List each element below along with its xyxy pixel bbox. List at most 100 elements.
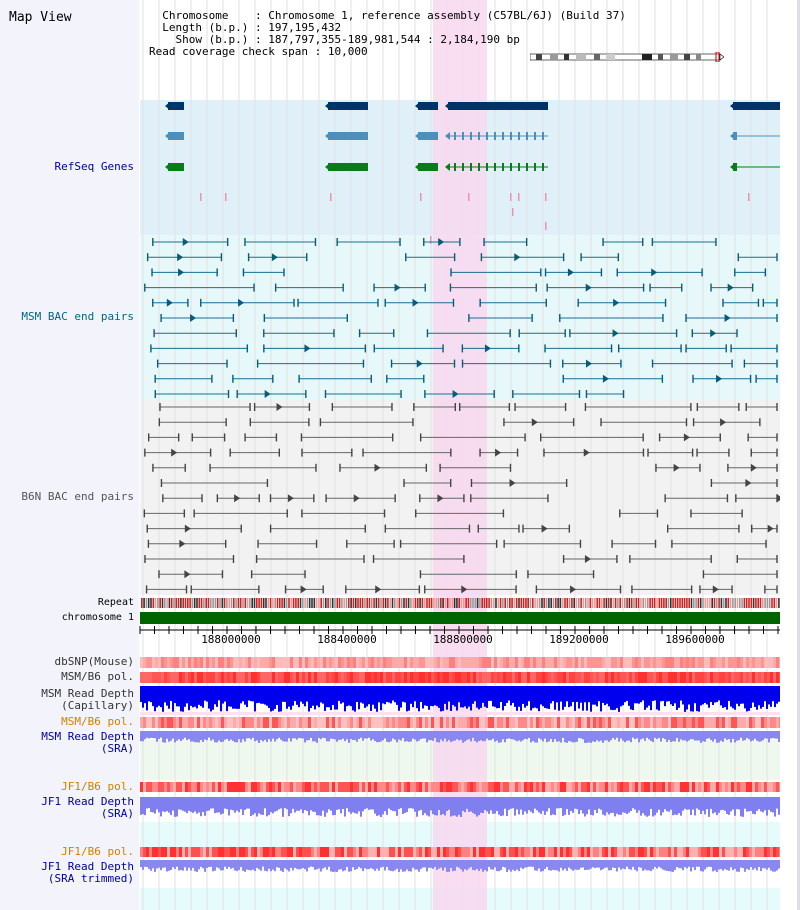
- repeat-mark: [660, 598, 663, 608]
- repeat-mark: [467, 598, 470, 608]
- dbsnp-strip: [353, 657, 356, 668]
- msm-depth-cap-bar: [522, 686, 524, 704]
- jf1-depth-bar: [416, 797, 418, 817]
- jf1-b6-pol-trim-strip: [500, 847, 503, 857]
- jf1-trim-bar: [424, 860, 426, 868]
- repeat-mark: [283, 598, 286, 608]
- repeat-mark: [428, 598, 431, 608]
- jf1-trim-bar: [462, 860, 464, 872]
- msm-depth-sra-bar: [330, 731, 332, 739]
- dbsnp-strip: [416, 657, 419, 668]
- jf1-b6-pol-trim-strip: [728, 847, 731, 857]
- jf1-trim-bar: [418, 860, 420, 872]
- msm-b6-pol-sra-strip: [356, 717, 359, 728]
- msm-depth-cap-bar: [500, 686, 502, 703]
- jf1-b6-pol-strip: [230, 782, 233, 792]
- jf1-b6-pol-strip: [419, 782, 422, 792]
- msm-depth-cap-bar: [332, 686, 334, 706]
- jf1-trim-bar: [678, 860, 680, 869]
- jf1-depth-bar: [268, 797, 270, 816]
- msm-b6-pol-strip: [278, 672, 281, 683]
- repeat-mark: [442, 598, 444, 608]
- msm-depth-sra-bar: [624, 731, 626, 743]
- jf1-trim-bar: [276, 860, 278, 868]
- msm-depth-cap-bar: [414, 686, 416, 702]
- msm-depth-cap-bar: [412, 686, 414, 708]
- msm-b6-pol-strip: [554, 672, 557, 683]
- repeat-mark: [587, 598, 589, 608]
- msm-bac-arrow: [651, 268, 658, 277]
- jf1-b6-pol-trim-strip: [740, 847, 743, 857]
- jf1-trim-bar: [400, 860, 402, 870]
- jf1-trim-bar: [250, 860, 252, 871]
- msm-depth-cap-bar: [772, 686, 774, 702]
- dbsnp-strip: [728, 657, 731, 668]
- msm-depth-sra-bar: [314, 731, 316, 742]
- jf1-trim-bar: [460, 860, 462, 870]
- msm-b6-pol-sra-strip: [161, 717, 164, 728]
- jf1-depth-bar: [346, 797, 348, 809]
- dbsnp-strip: [584, 657, 587, 668]
- track-label-jf1-b6-pol-trim: JF1/B6 pol.: [61, 845, 134, 858]
- dbsnp-strip: [581, 657, 584, 668]
- jf1-trim-bar: [718, 860, 720, 870]
- chromosome-ideogram[interactable]: [530, 52, 724, 62]
- repeat-mark: [357, 598, 359, 608]
- jf1-b6-pol-strip: [281, 782, 284, 792]
- msm-b6-pol-strip: [629, 672, 632, 683]
- jf1-b6-pol-strip: [467, 782, 470, 792]
- msm-depth-cap-bar: [658, 686, 660, 711]
- msm-depth-cap-bar: [444, 686, 446, 704]
- msm-depth-sra-bar: [360, 731, 362, 738]
- jf1-trim-bar: [322, 860, 324, 869]
- repeat-mark: [679, 598, 681, 608]
- msm-b6-pol-sra-strip: [272, 717, 275, 728]
- repeat-mark: [237, 598, 240, 608]
- jf1-b6-pol-strip: [746, 782, 749, 792]
- jf1-b6-pol-trim-strip: [377, 847, 380, 857]
- jf1-b6-pol-trim-strip: [239, 847, 242, 857]
- msm-depth-cap-bar: [240, 686, 242, 704]
- jf1-depth-bar: [246, 797, 248, 809]
- b6n-bac-arrow: [353, 494, 360, 503]
- dbsnp-strip: [674, 657, 677, 668]
- msm-depth-sra-bar: [616, 731, 618, 738]
- dbsnp-strip: [254, 657, 257, 668]
- msm-depth-cap-bar: [708, 686, 710, 708]
- msm-b6-pol-strip: [482, 672, 485, 683]
- jf1-depth-bar: [566, 797, 568, 810]
- msm-b6-pol-sra-strip: [629, 717, 632, 728]
- jf1-depth-bar: [770, 797, 772, 812]
- dbsnp-strip: [299, 657, 302, 668]
- jf1-depth-bar: [170, 797, 172, 816]
- jf1-trim-bar: [604, 860, 606, 868]
- repeat-mark: [150, 598, 152, 608]
- jf1-trim-bar: [560, 860, 562, 868]
- jf1-depth-bar: [594, 797, 596, 810]
- msm-b6-pol-sra-strip: [608, 717, 611, 728]
- jf1-trim-bar: [184, 860, 186, 868]
- repeat-mark: [187, 598, 189, 608]
- repeat-mark: [377, 598, 380, 608]
- dbsnp-strip: [614, 657, 617, 668]
- jf1-depth-bar: [714, 797, 716, 813]
- jf1-trim-bar: [168, 860, 170, 871]
- jf1-b6-pol-strip: [539, 782, 542, 792]
- msm-depth-sra-bar: [478, 731, 480, 741]
- msm-depth-cap-bar: [304, 686, 306, 707]
- msm-b6-pol-sra-strip: [341, 717, 344, 728]
- jf1-b6-pol-strip: [377, 782, 380, 792]
- jf1-depth-bar: [688, 797, 690, 810]
- msm-depth-cap-bar: [386, 686, 388, 702]
- dbsnp-strip: [407, 657, 410, 668]
- repeat-mark: [739, 598, 741, 608]
- jf1-trim-bar: [230, 860, 232, 869]
- repeat-mark: [405, 598, 408, 608]
- jf1-b6-pol-trim-strip: [305, 847, 308, 857]
- jf1-trim-bar: [550, 860, 552, 871]
- msm-b6-pol-strip: [272, 672, 275, 683]
- jf1-depth-bar: [250, 797, 252, 817]
- msm-b6-pol-strip: [374, 672, 377, 683]
- axis-tick-label: 188800000: [433, 633, 493, 646]
- jf1-trim-bar: [350, 860, 352, 872]
